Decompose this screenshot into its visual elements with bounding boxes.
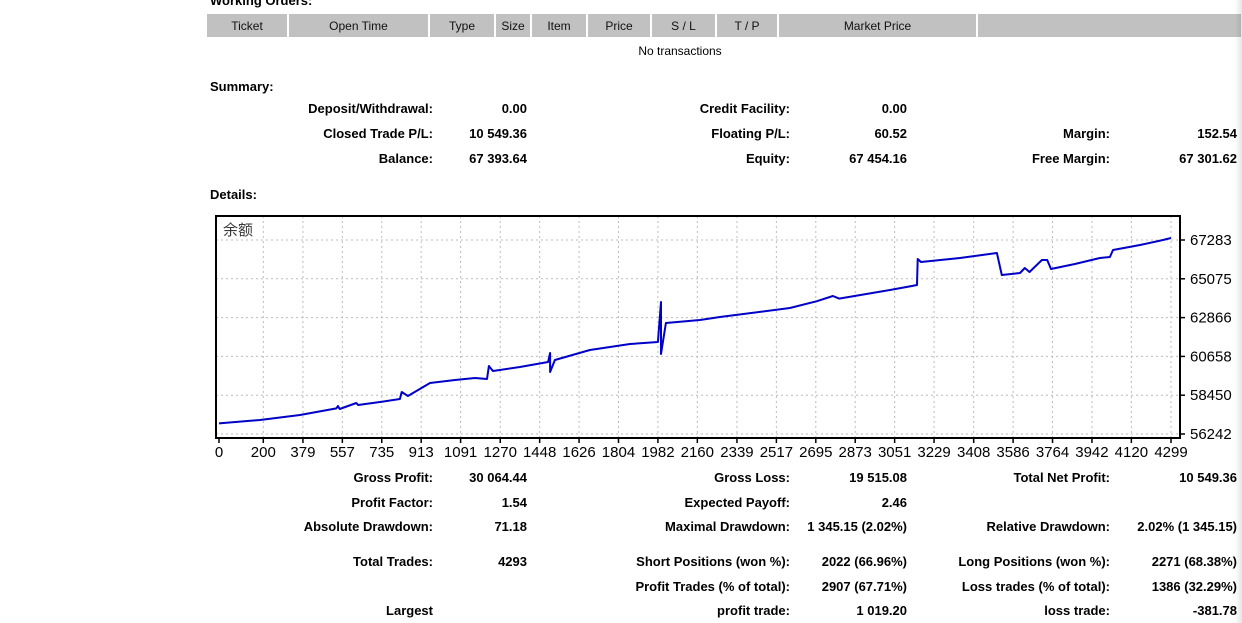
x-axis-tick-label: 3051 (878, 444, 911, 461)
y-axis-tick-label: 67283 (1190, 232, 1232, 249)
stat-value: 30 064.44 (469, 470, 527, 485)
x-axis-tick-label: 379 (290, 444, 315, 461)
stat-label: Short Positions (won %): (636, 554, 790, 569)
x-axis-tick-label: 1448 (523, 444, 556, 461)
no-transactions-text: No transactions (638, 44, 722, 58)
x-axis-tick-label: 4120 (1115, 444, 1148, 461)
stat-label: Profit Factor: (351, 495, 433, 510)
stat-label: Absolute Drawdown: (303, 519, 433, 534)
summary-label: Deposit/Withdrawal: (308, 101, 433, 116)
x-axis-tick-label: 557 (330, 444, 355, 461)
stat-label: Relative Drawdown: (986, 519, 1110, 534)
stat-value: 1 345.15 (2.02%) (807, 519, 907, 534)
summary-value: 67 301.62 (1179, 151, 1237, 166)
stat-value: 71.18 (494, 519, 527, 534)
stat-label: Total Trades: (353, 554, 433, 569)
orders-col-market-price: Market Price (779, 14, 976, 37)
summary-value: 60.52 (874, 126, 907, 141)
x-axis-tick-label: 1804 (602, 444, 635, 461)
x-axis-tick-label: 200 (251, 444, 276, 461)
stat-label: profit trade: (717, 603, 790, 618)
stat-value: 19 515.08 (849, 470, 907, 485)
orders-col-ticket: Ticket (207, 14, 287, 37)
summary-value: 67 393.64 (469, 151, 527, 166)
orders-col-spacer (978, 14, 1241, 37)
stat-value: 1.54 (501, 495, 527, 510)
stat-value: 4293 (498, 554, 527, 569)
balance-chart: 67283 65075 62866 60658 58450 56242 0 200 379 557… (215, 215, 1242, 461)
summary-title: Summary: (210, 79, 274, 94)
x-axis-tick-label: 2695 (799, 444, 832, 461)
y-axis-tick-label: 65075 (1190, 271, 1232, 288)
x-axis-tick-label: 3586 (996, 444, 1029, 461)
summary-label: Closed Trade P/L: (323, 126, 433, 141)
summary-label: Credit Facility: (699, 101, 790, 116)
summary-value: 67 454.16 (849, 151, 907, 166)
x-axis-tick-label: 1982 (641, 444, 674, 461)
stat-label: Profit Trades (% of total): (635, 579, 790, 594)
x-axis-tick-label: 735 (369, 444, 394, 461)
stat-value: 1 019.20 (856, 603, 907, 618)
summary-label: Floating P/L: (711, 126, 790, 141)
stat-label: Maximal Drawdown: (665, 519, 790, 534)
summary-label: Margin: (1063, 126, 1110, 141)
x-axis-tick-label: 4299 (1154, 444, 1187, 461)
x-axis-tick-label: 3942 (1075, 444, 1108, 461)
x-axis-tick-label: 2339 (720, 444, 753, 461)
stat-value: 2022 (66.96%) (821, 554, 907, 569)
x-axis-tick-label: 3229 (917, 444, 950, 461)
stat-value: 10 549.36 (1179, 470, 1237, 485)
stat-label: Long Positions (won %): (958, 554, 1110, 569)
stat-label: Total Net Profit: (1013, 470, 1110, 485)
orders-col-item: Item (532, 14, 586, 37)
stat-value: -381.78 (1192, 603, 1237, 618)
details-title: Details: (210, 187, 257, 202)
x-axis-tick-label: 913 (409, 444, 434, 461)
x-axis-tick-label: 1270 (484, 444, 517, 461)
orders-col-size: Size (496, 14, 530, 37)
summary-label: Balance: (378, 151, 433, 166)
y-axis-tick-label: 58450 (1190, 387, 1232, 404)
stat-label: Largest (386, 603, 433, 618)
x-axis-tick-label: 1626 (562, 444, 595, 461)
stat-label: loss trade: (1044, 603, 1110, 618)
summary-value: 0.00 (501, 101, 527, 116)
summary-value: 10 549.36 (469, 126, 527, 141)
y-axis-tick-label: 60658 (1190, 348, 1232, 365)
summary-label: Equity: (745, 151, 790, 166)
x-axis-tick-label: 1091 (444, 444, 477, 461)
y-axis-tick-label: 56242 (1190, 426, 1232, 443)
orders-col-s-l: S / L (652, 14, 715, 37)
summary-value: 152.54 (1197, 126, 1237, 141)
stat-label: Expected Payoff: (684, 495, 790, 510)
orders-col-price: Price (588, 14, 650, 37)
stat-value: 1386 (32.29%) (1151, 579, 1237, 594)
x-axis-tick-label: 0 (215, 444, 223, 461)
orders-col-type: Type (430, 14, 494, 37)
orders-col-t-p: T / P (717, 14, 777, 37)
balance-chart-svg: 67283 65075 62866 60658 58450 56242 0 200 379 557… (215, 215, 1232, 461)
x-axis-tick-label: 3408 (957, 444, 990, 461)
orders-col-open-time: Open Time (289, 14, 428, 37)
stat-label: Loss trades (% of total): (961, 579, 1110, 594)
x-axis-tick-label: 2873 (839, 444, 872, 461)
x-axis-tick-label: 2517 (760, 444, 793, 461)
summary-value: 0.00 (881, 101, 907, 116)
working-orders-title: Working Orders: (210, 0, 313, 8)
y-axis-tick-label: 62866 (1190, 310, 1232, 327)
stat-value: 2907 (67.71%) (821, 579, 907, 594)
stat-value: 2271 (68.38%) (1151, 554, 1237, 569)
stat-value: 2.46 (881, 495, 907, 510)
x-axis-tick-label: 3764 (1036, 444, 1069, 461)
summary-label: Free Margin: (1031, 151, 1110, 166)
stat-label: Gross Loss: (714, 470, 790, 485)
stat-label: Gross Profit: (353, 470, 433, 485)
x-axis-tick-label: 2160 (681, 444, 714, 461)
balance-line (218, 237, 1172, 425)
right-edge-shade (1235, 0, 1242, 623)
chart-series-title: 余额 (223, 221, 253, 239)
stat-value: 2.02% (1 345.15) (1137, 519, 1237, 534)
